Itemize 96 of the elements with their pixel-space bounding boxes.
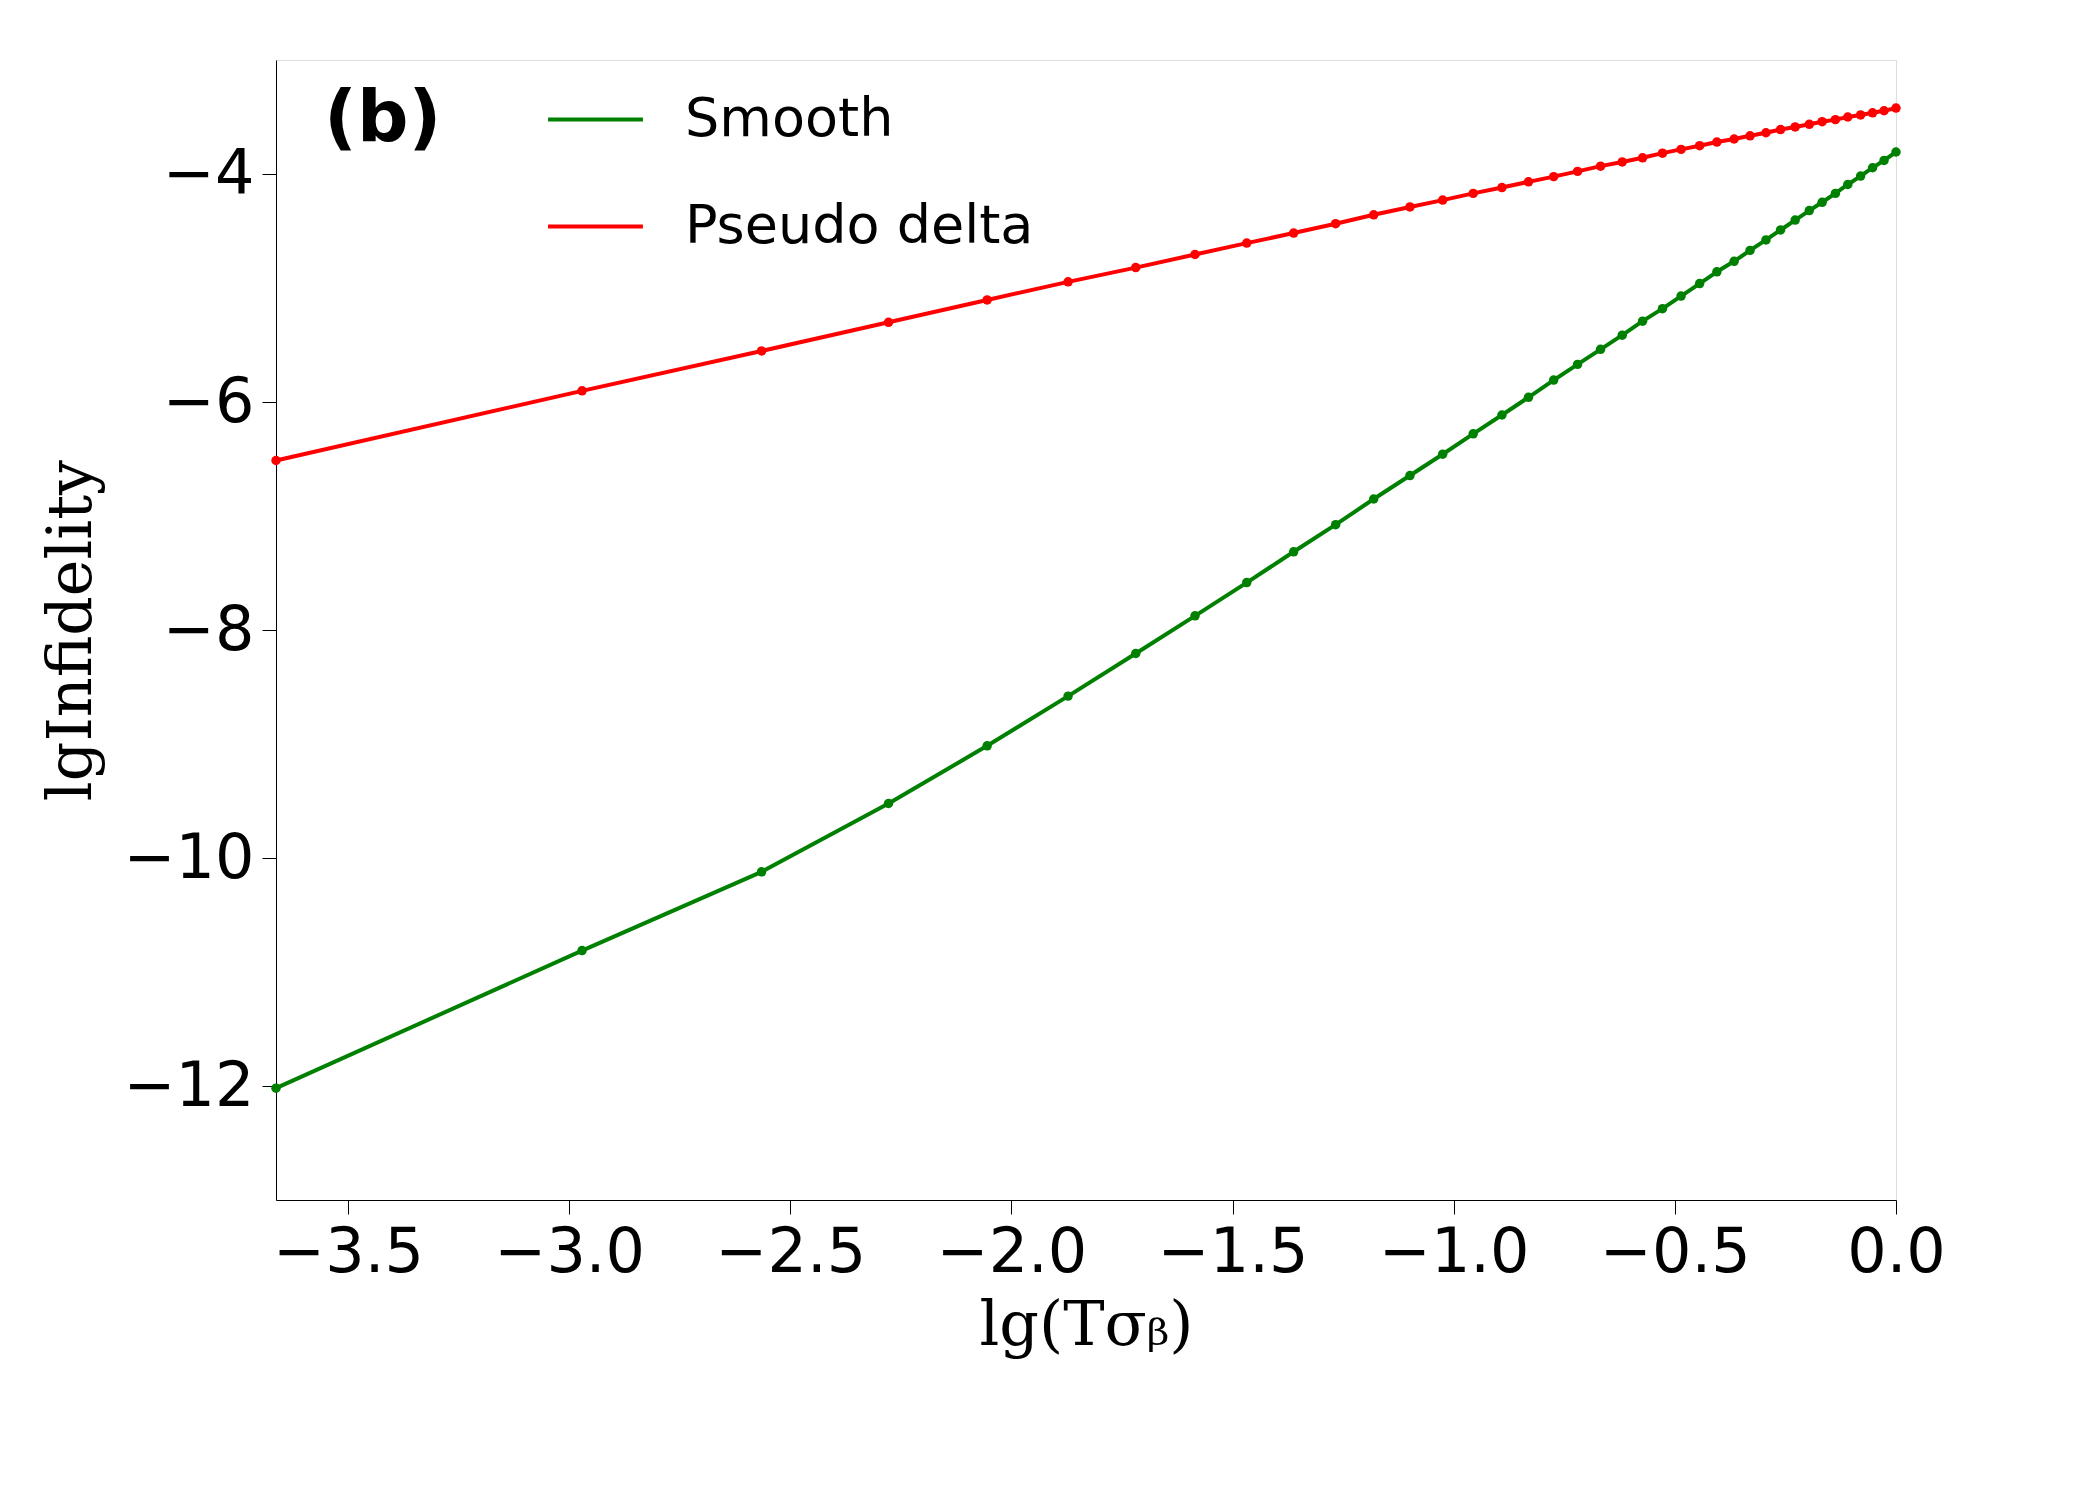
point <box>1843 112 1853 122</box>
point <box>1405 202 1415 212</box>
point <box>1694 278 1705 289</box>
point <box>1891 103 1901 113</box>
point <box>1676 144 1686 155</box>
point <box>1063 277 1073 287</box>
x-tick-label: −1.5 <box>1157 1213 1309 1287</box>
point <box>1761 128 1771 138</box>
point <box>1131 648 1141 659</box>
point <box>271 455 281 466</box>
point <box>1548 375 1559 385</box>
point <box>1867 108 1878 118</box>
point <box>1745 131 1755 141</box>
point <box>1712 267 1722 277</box>
point <box>1775 124 1786 135</box>
point <box>1843 179 1853 190</box>
point <box>1617 157 1627 167</box>
point <box>1288 547 1299 557</box>
point <box>1368 210 1379 220</box>
point <box>1523 392 1534 403</box>
annotation: (b) <box>324 74 442 158</box>
y-tick-label: −10 <box>123 819 255 893</box>
point <box>1131 262 1141 273</box>
point <box>1712 137 1722 147</box>
point <box>1775 225 1786 235</box>
point <box>756 867 767 877</box>
x-tick-label: −3.5 <box>273 1213 424 1287</box>
point <box>1637 153 1648 163</box>
point <box>1242 577 1252 588</box>
point <box>1817 197 1827 208</box>
point <box>982 741 992 751</box>
x-tick-label: −1.0 <box>1378 1213 1530 1287</box>
point <box>1790 122 1800 132</box>
point <box>1288 228 1299 238</box>
point <box>271 1083 281 1093</box>
point <box>1729 134 1739 144</box>
legend-label: Smooth <box>685 85 894 149</box>
point <box>1657 148 1668 158</box>
point <box>1190 611 1200 621</box>
x-axis-title: lg(Tσᵦ) <box>979 1286 1194 1360</box>
point <box>1657 303 1668 314</box>
point <box>1595 344 1606 355</box>
point <box>1855 110 1866 120</box>
point <box>1879 106 1889 116</box>
point <box>1437 195 1448 205</box>
point <box>1879 155 1889 166</box>
point <box>1405 470 1415 481</box>
point <box>1497 410 1507 420</box>
point <box>1437 449 1448 459</box>
x-tick-label: −2.5 <box>715 1213 867 1287</box>
point <box>1637 316 1648 326</box>
x-tick-label: −3.0 <box>494 1213 645 1287</box>
point <box>1694 140 1705 151</box>
point <box>1830 114 1841 125</box>
point <box>1804 205 1815 216</box>
point <box>1729 256 1739 267</box>
x-tick-label: −2.0 <box>936 1213 1088 1287</box>
point <box>1676 291 1686 301</box>
point <box>883 317 894 328</box>
point <box>883 798 894 809</box>
point <box>1330 218 1341 229</box>
point <box>1761 235 1771 245</box>
point <box>1817 116 1827 127</box>
point <box>1497 182 1507 193</box>
point <box>577 945 587 956</box>
x-tick-label: −0.5 <box>1600 1213 1751 1287</box>
x-tick-label: 0.0 <box>1847 1213 1946 1287</box>
y-tick-label: −8 <box>163 591 255 665</box>
point <box>1548 171 1559 182</box>
point <box>982 295 992 305</box>
point <box>1617 330 1627 340</box>
point <box>1867 163 1878 173</box>
point <box>1468 429 1478 439</box>
point <box>1891 147 1901 157</box>
point <box>1330 519 1341 530</box>
point <box>1190 249 1200 260</box>
point <box>1790 215 1800 225</box>
point <box>1523 177 1534 187</box>
point <box>1572 359 1583 370</box>
point <box>1468 188 1478 199</box>
point <box>1572 166 1583 177</box>
point <box>756 346 767 356</box>
point <box>1855 171 1866 181</box>
y-tick-label: −6 <box>163 363 255 437</box>
legend-label: Pseudo delta <box>685 192 1034 256</box>
point <box>577 386 587 396</box>
point <box>1242 238 1252 248</box>
point <box>1745 245 1755 256</box>
point <box>1368 494 1379 504</box>
y-tick-label: −4 <box>163 135 255 209</box>
y-tick-label: −12 <box>123 1047 255 1121</box>
point <box>1595 161 1606 171</box>
point <box>1804 119 1815 130</box>
point <box>1063 691 1073 701</box>
point <box>1830 188 1841 199</box>
y-axis-title: lgInfidelity <box>32 459 106 802</box>
